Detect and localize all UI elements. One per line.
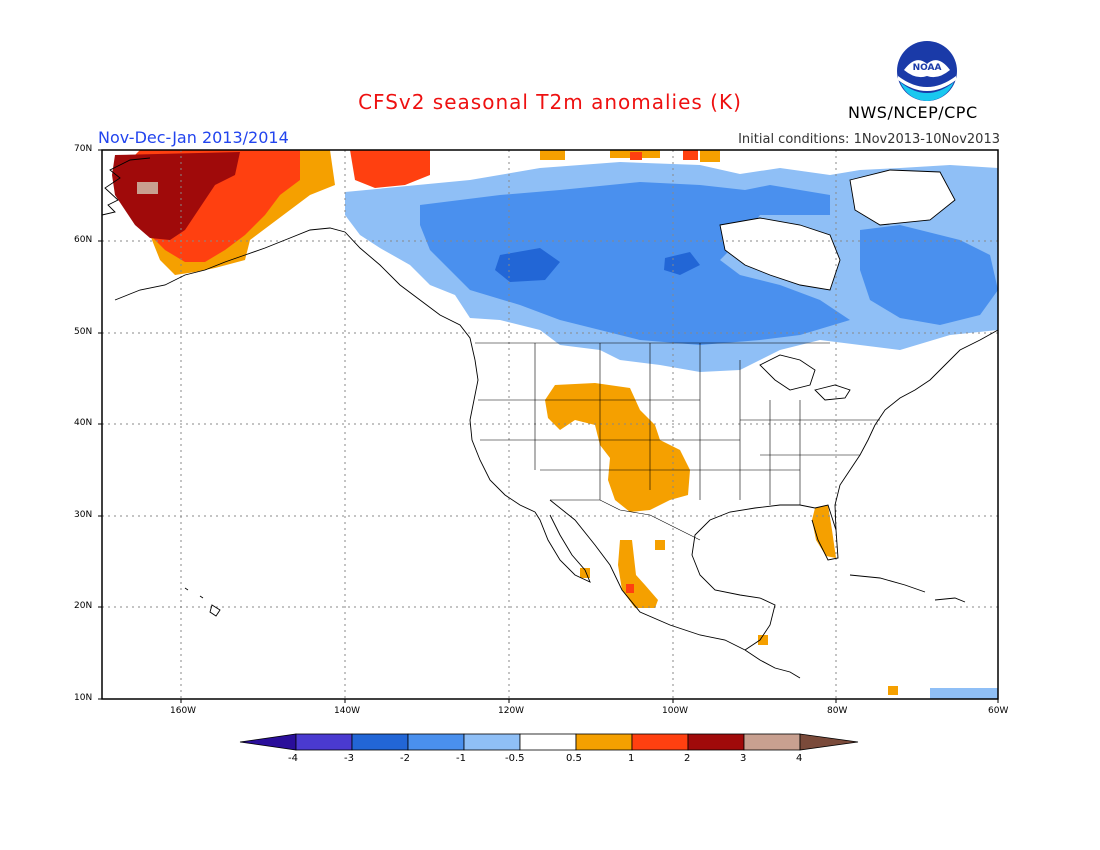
colorbar-low-arrow: [239, 733, 297, 751]
colorbar-swatch: [743, 733, 801, 751]
warm-mexico-red: [626, 584, 634, 593]
colorbar: [239, 733, 859, 751]
lat-label: 70N: [74, 144, 93, 154]
warm-alaska-strong: [112, 152, 240, 240]
lat-label: 40N: [74, 418, 93, 428]
map-title: CFSv2 seasonal T2m anomalies (K): [358, 90, 742, 114]
warm-yukon: [350, 150, 430, 188]
colorbar-swatch: [519, 733, 577, 751]
svg-text:NOAA: NOAA: [913, 63, 942, 73]
colorbar-swatch: [687, 733, 745, 751]
cold-anomaly-east: [860, 225, 998, 325]
cold-anomaly-strong: [495, 248, 560, 282]
hudson-bay-neutral: [720, 218, 840, 290]
colorbar-label: 3: [740, 753, 747, 764]
lat-label: 50N: [74, 327, 93, 337]
lon-label: 140W: [334, 706, 361, 716]
cold-anomaly-strong-2: [664, 252, 700, 275]
initial-conditions: Initial conditions: 1Nov2013-10Nov2013: [738, 132, 1000, 147]
forecast-period: Nov-Dec-Jan 2013/2014: [98, 128, 289, 147]
lat-label: 30N: [74, 510, 93, 520]
colorbar-swatch: [351, 733, 409, 751]
warm-rockies: [545, 383, 690, 512]
colorbar-label: 2: [684, 753, 691, 764]
colorbar-swatch: [407, 733, 465, 751]
greenland-neutral: [850, 170, 955, 225]
colorbar-swatch: [631, 733, 689, 751]
lon-label: 160W: [170, 706, 197, 716]
colorbar-swatch: [295, 733, 353, 751]
colorbar-label: 1: [628, 753, 635, 764]
lat-label: 20N: [74, 601, 93, 611]
colorbar-label: -0.5: [505, 753, 525, 764]
lat-label: 10N: [74, 693, 93, 703]
colorbar-label: -2: [400, 753, 410, 764]
colorbar-label: -4: [288, 753, 298, 764]
warm-arctic-dots-red: [630, 150, 698, 160]
lon-label: 60W: [988, 706, 1009, 716]
gridlines: [102, 150, 998, 699]
colorbar-label: -1: [456, 753, 466, 764]
colorbar-high-arrow: [799, 733, 859, 751]
lon-label: 80W: [827, 706, 848, 716]
colorbar-label: 4: [796, 753, 803, 764]
axis-ticks: [98, 149, 999, 703]
political-borders: [475, 342, 880, 541]
organization-label: NWS/NCEP/CPC: [848, 103, 978, 122]
warm-florida: [812, 505, 836, 558]
noaa-logo-icon: NOAA: [897, 41, 957, 101]
lon-label: 120W: [498, 706, 525, 716]
coastlines: [101, 157, 999, 679]
colorbar-label: 0.5: [566, 753, 582, 764]
colorbar-swatch: [575, 733, 633, 751]
cold-caribbean: [930, 688, 998, 699]
colorbar-label: -3: [344, 753, 354, 764]
colorbar-swatch: [463, 733, 521, 751]
warm-alaska-extreme: [137, 182, 158, 194]
lat-label: 60N: [74, 235, 93, 245]
lon-label: 100W: [662, 706, 689, 716]
warm-mexico: [618, 540, 658, 608]
anomaly-field: [112, 150, 998, 699]
